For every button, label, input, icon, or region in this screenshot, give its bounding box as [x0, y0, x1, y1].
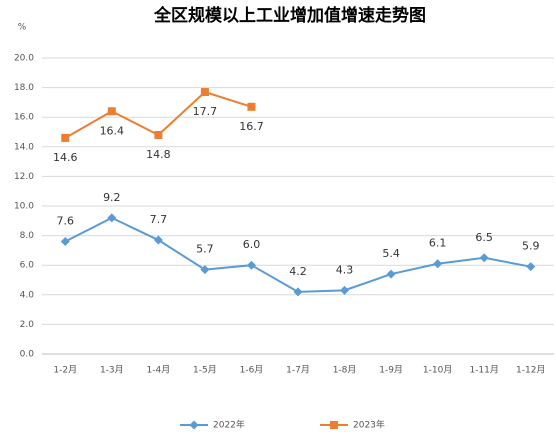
- legend-marker: [330, 421, 338, 429]
- data-point: [61, 133, 70, 142]
- x-tick-label: 1-8月: [333, 365, 357, 376]
- data-label: 6.5: [475, 231, 493, 244]
- data-point: [154, 130, 163, 139]
- data-label: 16.4: [100, 124, 125, 137]
- data-point: [107, 107, 116, 116]
- data-label: 5.9: [522, 240, 540, 253]
- data-label: 5.4: [382, 247, 400, 260]
- data-point: [60, 237, 70, 247]
- x-tick-label: 1-9月: [379, 365, 403, 376]
- data-label: 4.3: [336, 263, 354, 276]
- y-tick-label: 2.0: [20, 320, 35, 330]
- x-tick-label: 1-10月: [423, 365, 452, 376]
- y-axis-label: %: [18, 23, 27, 33]
- y-tick-label: 8.0: [20, 231, 35, 241]
- data-label: 14.6: [53, 151, 78, 164]
- series-line: [64, 216, 531, 293]
- data-label: 14.8: [146, 148, 171, 161]
- y-tick-label: 10.0: [14, 202, 34, 212]
- data-point: [340, 285, 350, 295]
- y-tick-label: 20.0: [14, 54, 34, 64]
- data-point: [526, 262, 536, 272]
- data-point: [153, 235, 163, 245]
- chart-title: 全区规模以上工业增加值增速走势图: [153, 5, 426, 26]
- x-tick-label: 1-3月: [100, 365, 124, 376]
- legend-marker: [189, 420, 199, 430]
- x-tick-label: 1-2月: [53, 365, 77, 376]
- x-tick-label: 1-5月: [193, 365, 217, 376]
- data-label: 6.0: [243, 238, 261, 251]
- data-label: 4.2: [289, 265, 307, 278]
- data-point: [247, 102, 256, 111]
- y-tick-label: 12.0: [14, 172, 34, 182]
- data-label: 16.7: [239, 120, 264, 133]
- data-label: 9.2: [103, 191, 121, 204]
- x-tick-label: 1-6月: [240, 365, 264, 376]
- y-tick-label: 16.0: [14, 113, 34, 123]
- data-label: 7.6: [57, 215, 75, 228]
- legend-label: 2022年: [213, 419, 245, 431]
- data-label: 5.7: [196, 243, 214, 256]
- y-tick-label: 4.0: [20, 290, 35, 300]
- data-point: [246, 260, 256, 270]
- y-tick-label: 14.0: [14, 142, 34, 152]
- data-label: 6.1: [429, 237, 447, 250]
- data-point: [433, 259, 443, 269]
- data-point: [107, 213, 117, 223]
- y-tick-label: 6.0: [20, 261, 35, 271]
- y-tick-label: 18.0: [14, 83, 34, 93]
- data-label: 17.7: [193, 105, 218, 118]
- x-tick-label: 1-12月: [516, 365, 545, 376]
- data-point: [386, 269, 396, 279]
- data-point: [479, 253, 489, 263]
- x-tick-label: 1-4月: [147, 365, 171, 376]
- x-tick-label: 1-7月: [286, 365, 310, 376]
- data-point: [200, 88, 209, 97]
- data-label: 7.7: [150, 213, 168, 226]
- x-tick-label: 1-11月: [469, 365, 498, 376]
- y-tick-label: 0.0: [20, 350, 35, 360]
- legend-label: 2023年: [353, 419, 385, 431]
- data-point: [200, 265, 210, 275]
- data-point: [293, 287, 303, 297]
